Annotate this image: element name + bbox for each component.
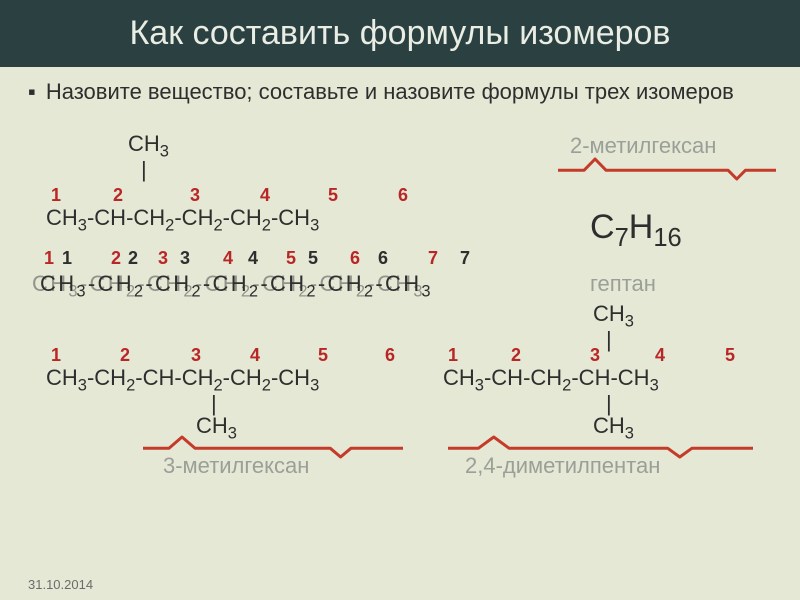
bracket-24dmp [448, 435, 753, 459]
row1-num-2: 3 [190, 185, 200, 206]
row1-num-0: 1 [51, 185, 61, 206]
row2-num-red-6: 7 [428, 248, 438, 269]
row2-num-dark-4: 5 [308, 248, 318, 269]
name-heptane: гептан [590, 271, 656, 297]
row3a-num-0: 1 [51, 345, 61, 366]
slide-date: 31.10.2014 [28, 577, 93, 592]
bracket-2mh [558, 157, 776, 181]
row2-num-dark-6: 7 [460, 248, 470, 269]
row1-num-1: 2 [113, 185, 123, 206]
row2-num-red-4: 5 [286, 248, 296, 269]
bullet-marker: ▪ [28, 79, 36, 105]
row3a-num-2: 3 [191, 345, 201, 366]
row2-chain: СН3-СН2-СН2-СН2-СН2-СН2-СН3 [40, 271, 433, 301]
row3a-num-3: 4 [250, 345, 260, 366]
title-bar: Как составить формулы изомеров [0, 0, 800, 67]
row1-bond-top: | [141, 157, 147, 183]
row2-num-red-1: 2 [111, 248, 121, 269]
row3b-num-4: 5 [725, 345, 735, 366]
row1-num-5: 6 [398, 185, 408, 206]
row2-num-dark-0: 1 [62, 248, 72, 269]
row3a-chain: СН3-СН2-СН-СН2-СН2-СН3 [46, 365, 319, 395]
row2-num-dark-2: 3 [180, 248, 190, 269]
title-text: Как составить формулы изомеров [129, 14, 670, 52]
bullet-line: ▪ Назовите вещество; составьте и назовит… [28, 79, 772, 105]
row1-chain: СН3-СН-СН2-СН2-СН2-СН3 [46, 205, 319, 235]
row3b-num-1: 2 [511, 345, 521, 366]
row3b-num-3: 4 [655, 345, 665, 366]
bracket-3mh [143, 435, 403, 459]
row3b-num-0: 1 [448, 345, 458, 366]
row2-num-dark-5: 6 [378, 248, 388, 269]
row3b-chain: СН3-СН-СН2-СН-СН3 [443, 365, 659, 395]
row3b-bond-top: | [606, 327, 612, 353]
slide-root: Как составить формулы изомеров ▪ Назовит… [0, 0, 800, 600]
content-area: ▪ Назовите вещество; составьте и назовит… [0, 67, 800, 555]
row3a-num-1: 2 [120, 345, 130, 366]
row3a-num-5: 6 [385, 345, 395, 366]
chemistry-area: 123456СН3|СН3-СН-СН2-СН2-СН2-СН32-метилг… [28, 113, 772, 543]
row1-num-3: 4 [260, 185, 270, 206]
row1-ch3-top: СН3 [128, 131, 169, 161]
molecular-formula: C7H16 [590, 208, 682, 253]
row2-num-red-2: 3 [158, 248, 168, 269]
row2-num-dark-3: 4 [248, 248, 258, 269]
row3b-ch3-top: СН3 [593, 301, 634, 331]
row1-num-4: 5 [328, 185, 338, 206]
row2-num-red-0: 1 [44, 248, 54, 269]
row2-num-red-3: 4 [223, 248, 233, 269]
row2-num-dark-1: 2 [128, 248, 138, 269]
row3b-num-2: 3 [590, 345, 600, 366]
row3a-num-4: 5 [318, 345, 328, 366]
row2-num-red-5: 6 [350, 248, 360, 269]
name-2-methylhexane: 2-метилгексан [570, 133, 716, 159]
bullet-text: Назовите вещество; составьте и назовите … [46, 79, 734, 105]
